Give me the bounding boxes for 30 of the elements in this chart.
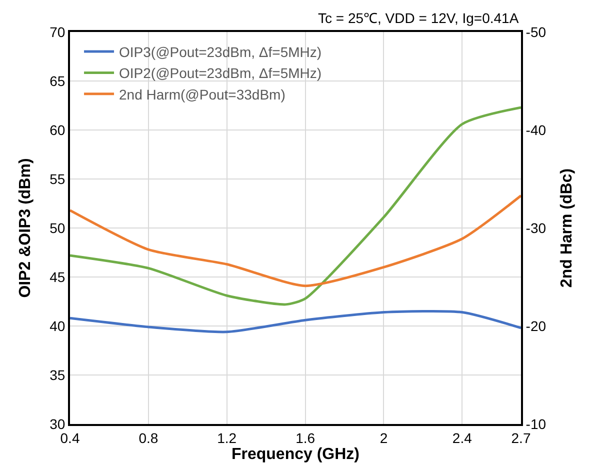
y-tick-label: 60 (50, 122, 66, 138)
y-tick-label: 35 (50, 366, 66, 383)
x-tick-label: 0.8 (138, 430, 158, 446)
y-tick-label: 45 (50, 268, 66, 285)
y2-tick-label: -10 (526, 416, 546, 432)
y-tick-label: 65 (50, 72, 66, 89)
x-tick-label: 2.7 (511, 430, 531, 446)
y-tick-label: 55 (50, 170, 66, 187)
x-tick-label: 1.2 (217, 430, 237, 446)
y-tick-label: 30 (50, 416, 66, 432)
legend-label: 2nd Harm(@Pout=33dBm) (119, 86, 286, 102)
y2-axis-title: 2nd Harm (dBc) (558, 168, 576, 288)
line-series (70, 106, 521, 306)
x-axis-title: Frequency (GHz) (231, 446, 360, 463)
legend-label: OIP2(@Pout=23dBm, Δf=5MHz) (119, 65, 322, 82)
text: Tc = 25℃, VDD = 12V, Ig=0.41A (318, 10, 520, 26)
y-tick-label: 50 (50, 220, 66, 236)
x-tick-label: 1.6 (296, 430, 316, 446)
x-tick-label: 0.4 (60, 430, 80, 446)
x-tick-label: 2.4 (452, 430, 472, 446)
y2-tick-label: -20 (526, 318, 546, 334)
y-tick-label: 40 (50, 318, 66, 334)
line-series (70, 194, 521, 288)
legend-label: OIP3(@Pout=23dBm, Δf=5MHz) (119, 44, 322, 60)
y2-tick-label: -30 (526, 220, 546, 236)
x-tick-label: 2 (380, 430, 388, 446)
y-tick-label: 70 (50, 24, 66, 40)
y-axis-title: OIP2 &OIP3 (dBm) (17, 158, 34, 298)
y2-tick-label: -50 (526, 24, 546, 40)
y2-tick-label: -40 (526, 122, 546, 138)
